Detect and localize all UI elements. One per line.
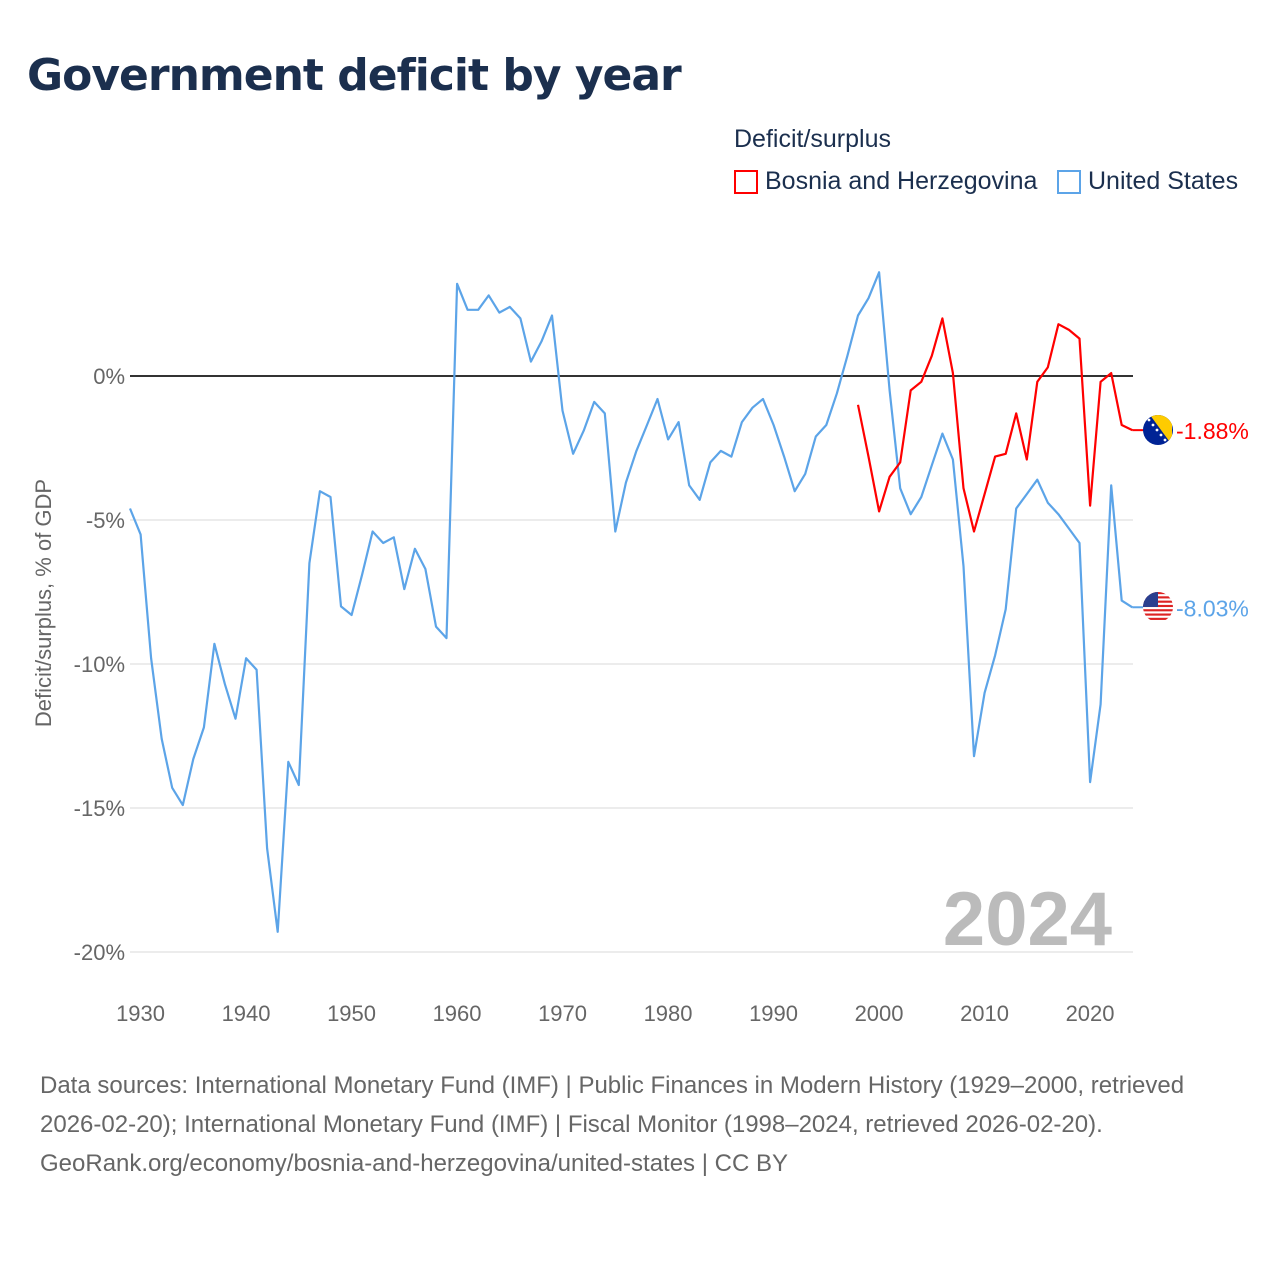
source-link[interactable]: GeoRank.org/economy/bosnia-and-herzegovi… — [40, 1150, 788, 1177]
y-tick-label: 0% — [93, 364, 125, 389]
legend-label: United States — [1088, 167, 1239, 195]
x-tick-label: 1940 — [222, 1001, 271, 1026]
footer: Data sources: International Monetary Fun… — [40, 1066, 1240, 1183]
x-tick-label: 1980 — [644, 1001, 693, 1026]
series-line-united-states — [128, 271, 1133, 933]
legend-swatch — [734, 169, 758, 194]
us-flag-icon — [1143, 592, 1173, 622]
x-tick-label: 1990 — [749, 1001, 798, 1026]
page-title: Government deficit by year — [27, 50, 682, 101]
legend-title: Deficit/surplus — [734, 125, 891, 153]
series-line-bosnia-and-herzegovina — [856, 317, 1133, 533]
x-tick-label: 1960 — [433, 1001, 482, 1026]
x-tick-label: 2010 — [960, 1001, 1009, 1026]
x-tick-label: 1930 — [116, 1001, 165, 1026]
y-tick-label: -10% — [74, 652, 125, 677]
legend-item-bosnia[interactable]: Bosnia and Herzegovina — [734, 167, 1037, 196]
data-sources: Data sources: International Monetary Fun… — [40, 1072, 1185, 1138]
end-value-label: -8.03% — [1176, 595, 1249, 621]
y-tick-label: -5% — [86, 508, 125, 533]
legend-item-us[interactable]: United States — [1057, 167, 1238, 196]
year-label: 2024 — [943, 877, 1112, 962]
x-tick-label: 1950 — [327, 1001, 376, 1026]
x-tick-label: 2000 — [855, 1001, 904, 1026]
y-tick-label: -15% — [74, 796, 125, 821]
y-tick-label: -20% — [74, 940, 125, 965]
x-tick-label: 2020 — [1066, 1001, 1115, 1026]
legend-label: Bosnia and Herzegovina — [765, 167, 1038, 195]
end-value-label: -1.88% — [1176, 418, 1249, 444]
y-axis-label: Deficit/surplus, % of GDP — [31, 479, 56, 727]
legend-swatch — [1057, 169, 1081, 194]
x-tick-label: 1970 — [538, 1001, 587, 1026]
bosnia-flag-icon — [1143, 415, 1173, 445]
